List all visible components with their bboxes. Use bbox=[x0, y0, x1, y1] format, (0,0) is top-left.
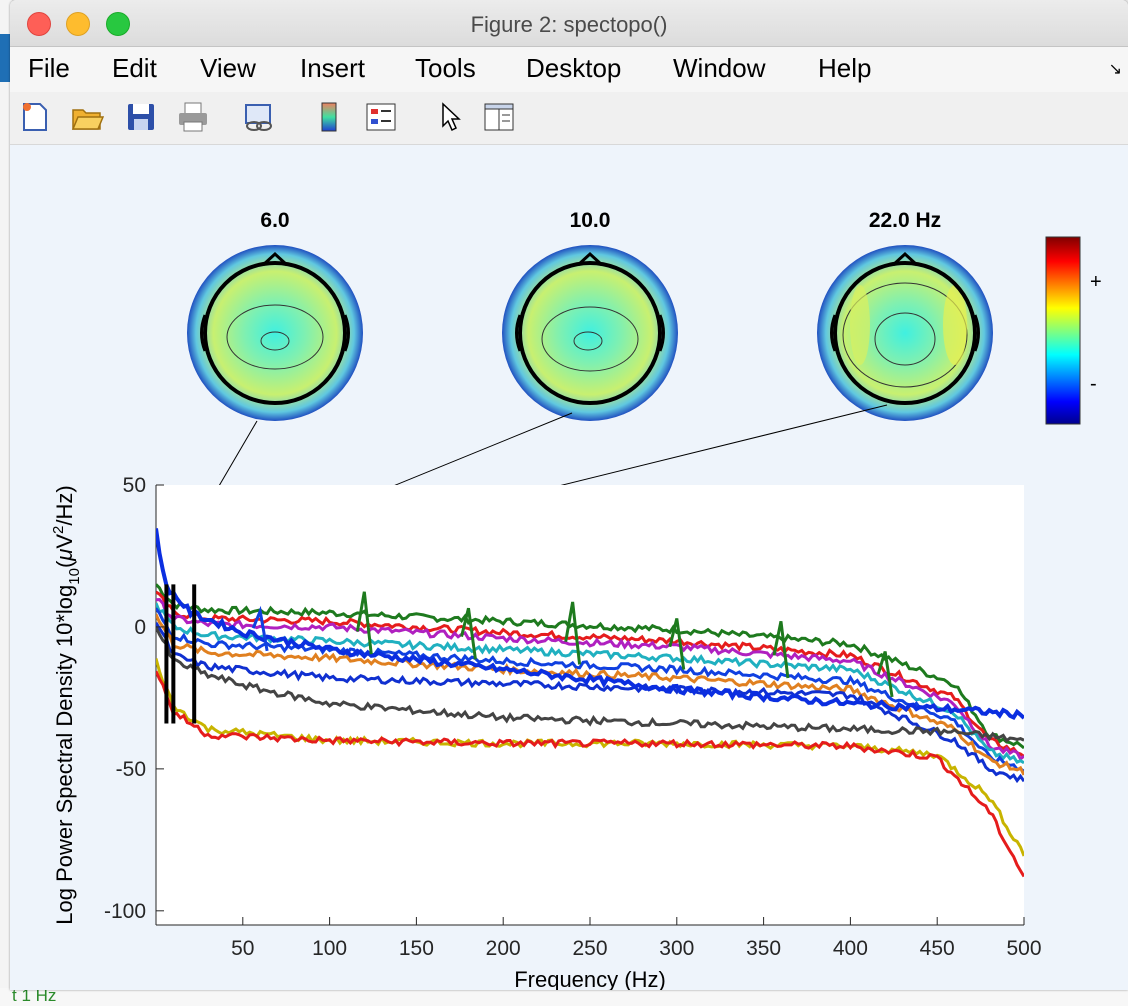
series-line-ch-red-bottom bbox=[156, 670, 1024, 878]
series-line-ch-magenta bbox=[156, 598, 1024, 762]
menu-tools[interactable]: Tools bbox=[415, 53, 476, 83]
x-tick-label: 250 bbox=[572, 937, 607, 960]
background-text: t 1 Hz bbox=[12, 986, 57, 1005]
topomap-label: 10.0 bbox=[570, 209, 611, 232]
spectopo-figure: 6.0 10.0 22.0 Hz bbox=[50, 209, 1102, 990]
colorbar-plus-label: + bbox=[1090, 271, 1102, 293]
x-tick-label: 300 bbox=[659, 937, 694, 960]
harmonic-peak bbox=[460, 607, 477, 660]
menu-help[interactable]: Help bbox=[818, 53, 872, 83]
colorbar-minus-label: - bbox=[1090, 373, 1097, 395]
frequency-markers bbox=[164, 584, 197, 724]
menu-window[interactable]: Window bbox=[673, 53, 766, 83]
series-line-ch-cyan bbox=[156, 602, 1024, 765]
pointer-icon[interactable] bbox=[434, 100, 468, 134]
y-tick-label: 0 bbox=[134, 616, 146, 639]
menu-insert[interactable]: Insert bbox=[300, 53, 366, 83]
property-editor-icon[interactable] bbox=[482, 100, 516, 134]
menu-desktop[interactable]: Desktop bbox=[526, 53, 622, 83]
x-tick-label: 50 bbox=[231, 937, 254, 960]
figure-window: Figure 2: spectopo() File Edit View Inse… bbox=[10, 0, 1128, 990]
link-plot-icon[interactable] bbox=[242, 100, 276, 134]
colorbar bbox=[1045, 236, 1081, 425]
colorbar-icon[interactable] bbox=[312, 100, 346, 134]
series-line-ch-blue-thick bbox=[156, 528, 1024, 720]
menu-edit[interactable]: Edit bbox=[112, 53, 157, 83]
series-line-ch-green-top bbox=[156, 583, 1024, 750]
topomap-10hz: 10.0 bbox=[502, 209, 678, 421]
harmonic-peak bbox=[251, 605, 269, 652]
y-tick-label: -50 bbox=[116, 758, 146, 781]
topomap-22hz: 22.0 Hz bbox=[817, 209, 993, 421]
figure-canvas: 6.0 10.0 22.0 Hz bbox=[10, 145, 1128, 990]
close-button[interactable] bbox=[27, 12, 51, 36]
menu-view[interactable]: View bbox=[200, 53, 256, 83]
menu-file[interactable]: File bbox=[28, 53, 70, 83]
topomap-label: 6.0 bbox=[260, 209, 289, 232]
y-ticks: 50 0 -50 -100 bbox=[104, 474, 164, 923]
series-line-ch-blue-low bbox=[156, 622, 1024, 784]
series-line-ch-gray bbox=[156, 626, 1024, 743]
open-file-icon[interactable] bbox=[70, 100, 104, 134]
harmonic-peak bbox=[668, 618, 686, 670]
x-tick-label: 500 bbox=[1006, 937, 1041, 960]
menu-bar: File Edit View Insert Tools Desktop Wind… bbox=[10, 47, 1128, 92]
x-tick-label: 200 bbox=[486, 937, 521, 960]
series-line-ch-red bbox=[156, 590, 1024, 758]
harmonic-peak bbox=[876, 651, 894, 698]
y-tick-label: -100 bbox=[104, 900, 146, 923]
toolbar bbox=[10, 92, 1128, 145]
background-tab bbox=[0, 34, 12, 82]
y-axis-label: Log Power Spectral Density 10*log10(μV2/… bbox=[50, 485, 83, 924]
topomap-label: 22.0 Hz bbox=[869, 209, 941, 232]
topomap-6hz: 6.0 bbox=[187, 209, 363, 421]
new-figure-icon[interactable] bbox=[18, 100, 52, 134]
minimize-button[interactable] bbox=[66, 12, 90, 36]
harmonic-peak bbox=[772, 620, 790, 679]
x-tick-label: 450 bbox=[920, 937, 955, 960]
window-title: Figure 2: spectopo() bbox=[470, 12, 668, 37]
x-tick-label: 150 bbox=[399, 937, 434, 960]
x-tick-label: 350 bbox=[746, 937, 781, 960]
background-editor bbox=[0, 0, 12, 1006]
x-tick-label: 400 bbox=[833, 937, 868, 960]
zoom-button[interactable] bbox=[106, 12, 130, 36]
harmonic-peak bbox=[564, 601, 582, 665]
legend-icon[interactable] bbox=[364, 100, 398, 134]
x-axis-label: Frequency (Hz) bbox=[514, 967, 666, 990]
background-editor-bottom: t 1 Hz bbox=[0, 986, 1128, 1006]
title-bar[interactable]: Figure 2: spectopo() bbox=[10, 0, 1128, 47]
x-ticks: 50 100 150 200 250 300 350 400 450 500 bbox=[231, 917, 1042, 960]
spectra-lines bbox=[156, 528, 1024, 878]
x-tick-label: 100 bbox=[312, 937, 347, 960]
harmonic-peak bbox=[355, 591, 373, 655]
y-tick-label: 50 bbox=[123, 474, 146, 497]
save-icon[interactable] bbox=[124, 100, 158, 134]
plot-area bbox=[156, 485, 1024, 925]
menu-overflow-icon[interactable]: ↘ bbox=[1108, 61, 1122, 78]
print-icon[interactable] bbox=[176, 100, 210, 134]
